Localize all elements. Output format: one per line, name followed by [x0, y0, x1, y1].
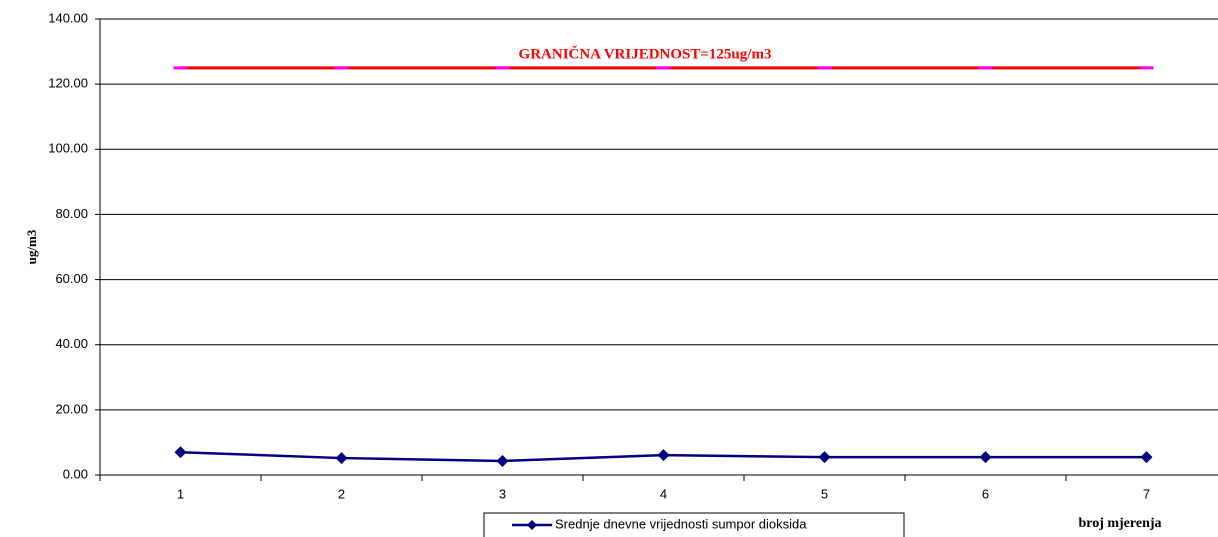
- y-tick-label: 100.00: [48, 141, 88, 156]
- x-tick-label: 4: [660, 486, 667, 501]
- y-axis-label: ug/m3: [24, 229, 39, 264]
- point-marker: [335, 452, 348, 465]
- y-tick-label: 80.00: [55, 206, 88, 221]
- legend-box: [483, 512, 905, 537]
- x-tick-label: 3: [499, 486, 506, 501]
- y-tick-label: 60.00: [55, 271, 88, 286]
- x-axis-label: broj mjerenja: [1078, 516, 1161, 531]
- point-marker: [1140, 451, 1153, 464]
- point-marker: [818, 451, 831, 464]
- legend-marker: [527, 520, 537, 530]
- point-marker: [979, 451, 992, 464]
- x-tick-label: 6: [982, 486, 989, 501]
- y-tick-label: 120.00: [48, 76, 88, 91]
- legend-label: Srednje dnevne vrijednosti sumpor dioksi…: [555, 516, 807, 531]
- annotation: GRANIČNA VRIJEDNOST=125ug/m3: [519, 45, 772, 62]
- x-tick-label: 5: [821, 486, 828, 501]
- y-tick-label: 140.00: [48, 10, 88, 25]
- point-marker: [496, 454, 509, 467]
- x-tick-label: 1: [177, 486, 184, 501]
- y-tick-label: 0.00: [63, 466, 88, 481]
- y-tick-label: 40.00: [55, 336, 88, 351]
- x-tick-label: 2: [338, 486, 345, 501]
- point-marker: [657, 449, 670, 462]
- point-marker: [174, 446, 187, 459]
- y-tick-label: 20.00: [55, 401, 88, 416]
- x-tick-label: 7: [1143, 486, 1150, 501]
